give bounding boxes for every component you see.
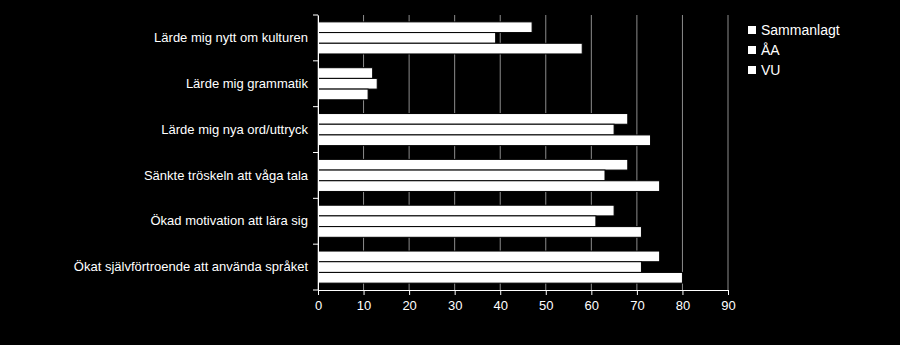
legend-label: ÅA [761, 42, 780, 58]
chart: 0 10 20 30 40 50 60 70 80 90 Lärde mig nytt om kul… [0, 0, 900, 345]
tick-label: 60 [585, 298, 599, 313]
y-axis: Lärde mig nytt om kulturen Lärde mig gram… [74, 16, 319, 291]
legend-swatch [748, 26, 756, 34]
tick-mark [500, 290, 501, 295]
bar [318, 159, 628, 170]
bar [318, 262, 641, 273]
tick-mark [364, 290, 365, 295]
category-separators [313, 15, 318, 290]
bar [318, 114, 628, 125]
tick-label: 10 [357, 298, 371, 313]
bar [318, 78, 377, 89]
legend-item: VU [748, 62, 780, 78]
tick: 50 [539, 290, 553, 313]
legend: Sammanlagt ÅA VU [748, 22, 840, 78]
bar [318, 181, 660, 192]
grid-line [454, 15, 455, 290]
separator [313, 106, 318, 107]
bar [318, 22, 532, 33]
tick: Ökat självförtroende att använda språket [74, 259, 318, 274]
bar [318, 43, 582, 54]
tick: 70 [630, 290, 644, 313]
category-label: Ökad motivation att lära sig [150, 213, 308, 228]
tick-mark [682, 290, 683, 295]
bar [318, 205, 614, 216]
bars [318, 22, 682, 283]
tick: Ökad motivation att lära sig [150, 213, 318, 228]
x-axis: 0 10 20 30 40 50 60 70 80 90 [315, 290, 736, 313]
legend-label: Sammanlagt [761, 22, 840, 38]
separator [313, 290, 318, 291]
bar [318, 135, 651, 146]
tick-label: 0 [315, 298, 322, 313]
series [318, 22, 660, 262]
tick: 60 [585, 290, 599, 313]
legend-label: VU [761, 62, 780, 78]
tick: 80 [676, 290, 690, 313]
separator [313, 244, 318, 245]
axis-line [319, 291, 729, 296]
tick-mark [728, 290, 729, 295]
category-label: Sänkte tröskeln att våga tala [144, 168, 309, 183]
tick-mark [455, 290, 456, 295]
bar [318, 89, 368, 100]
series [318, 33, 641, 273]
tick-mark [591, 290, 592, 295]
category-label: Lärde mig nytt om kulturen [154, 30, 308, 45]
tick-label: 40 [493, 298, 507, 313]
bar [318, 227, 641, 238]
tick: 20 [402, 290, 416, 313]
tick: 30 [448, 290, 462, 313]
tick-mark [637, 290, 638, 295]
grid-line [591, 15, 592, 290]
tick-label: 50 [539, 298, 553, 313]
tick-label: 90 [721, 298, 735, 313]
separator [313, 15, 318, 16]
bar [318, 124, 614, 135]
plot: 0 10 20 30 40 50 60 70 80 90 Lärde mig nytt om kul… [74, 15, 736, 313]
bar [318, 33, 496, 44]
tick-label: 70 [630, 298, 644, 313]
separator [313, 60, 318, 61]
separator [313, 152, 318, 153]
tick-mark [546, 290, 547, 295]
bar [318, 272, 682, 283]
grid-line [409, 15, 410, 290]
category-label: Lärde mig grammatik [186, 76, 309, 91]
axis-line [318, 16, 319, 291]
tick: Lärde mig nytt om kulturen [154, 30, 318, 45]
grid [318, 15, 728, 290]
legend-item: ÅA [748, 42, 780, 58]
tick-label: 30 [448, 298, 462, 313]
tick: 90 [721, 290, 735, 313]
tick: 0 [315, 290, 322, 313]
background [0, 0, 900, 345]
grid-line [500, 15, 501, 290]
bar [318, 251, 660, 262]
separator [313, 198, 318, 199]
legend-item: Sammanlagt [748, 22, 840, 38]
legend-swatch [748, 46, 756, 54]
legend-swatch [748, 66, 756, 74]
category-label: Ökat självförtroende att använda språket [74, 259, 309, 274]
tick-label: 80 [676, 298, 690, 313]
tick-mark [318, 290, 319, 295]
tick: Sänkte tröskeln att våga tala [144, 168, 318, 183]
grid-line [545, 15, 546, 290]
tick: 40 [493, 290, 507, 313]
tick: 10 [357, 290, 371, 313]
tick-mark [409, 290, 410, 295]
grid-line [636, 15, 637, 290]
category-label: Lärde mig nya ord/uttryck [161, 122, 308, 137]
tick: Lärde mig nya ord/uttryck [161, 122, 318, 137]
tick-label: 20 [402, 298, 416, 313]
grid-line [728, 15, 729, 290]
series [318, 43, 682, 283]
grid-line [363, 15, 364, 290]
tick: Lärde mig grammatik [186, 76, 318, 91]
grid-line [682, 15, 683, 290]
bar [318, 216, 596, 227]
bar [318, 170, 605, 181]
bar [318, 68, 373, 79]
